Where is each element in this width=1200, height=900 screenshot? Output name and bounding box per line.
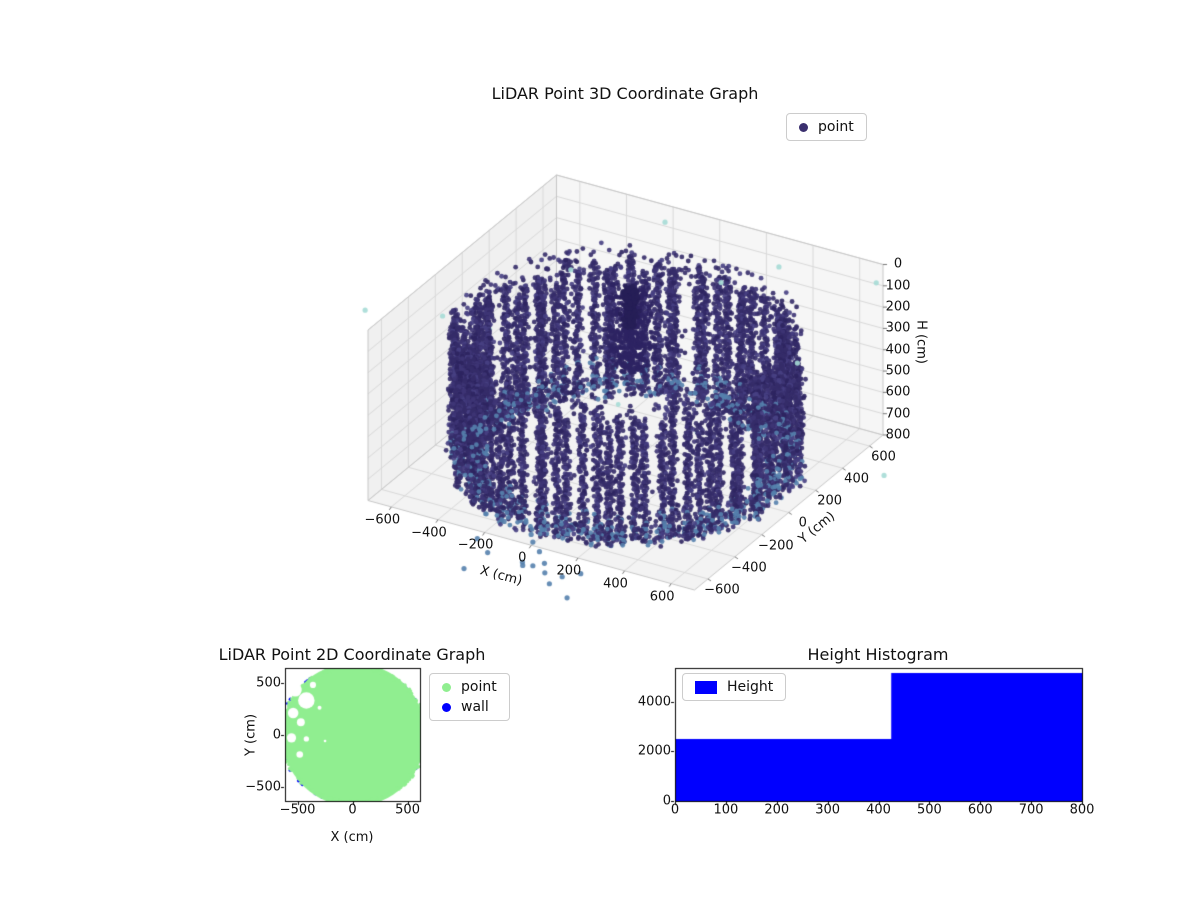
- x-tick-label: 0: [670, 802, 680, 818]
- x-tick-label-3d: 400: [603, 576, 628, 592]
- h-tick-label-3d: 500: [885, 363, 911, 379]
- h-tick-label-3d: 400: [885, 342, 911, 358]
- y-tick-label: 0: [662, 793, 671, 809]
- y-tick-label-3d: 200: [817, 493, 843, 509]
- x-tick-label-3d: −400: [411, 525, 447, 541]
- x-tick-label-3d: 600: [649, 589, 675, 605]
- plot2d-legend: point wall: [429, 673, 510, 721]
- legend-item-point: point: [442, 679, 497, 695]
- x-tick-label-3d: 0: [518, 550, 527, 566]
- h-tick-label-3d: 600: [885, 384, 911, 400]
- legend-item-Height: Height: [695, 679, 773, 695]
- y-tick-label-3d: 600: [871, 449, 896, 465]
- y-tick-label-3d: 400: [844, 471, 870, 487]
- plot2d-title: LiDAR Point 2D Coordinate Graph: [218, 645, 486, 664]
- y-tick-label-3d: −600: [704, 582, 740, 598]
- legend-label: point: [461, 679, 497, 695]
- legend-label: point: [818, 119, 854, 135]
- x-tick-label: −500: [279, 802, 316, 818]
- legend-item-wall: wall: [442, 699, 497, 715]
- x-tick-label-3d: −200: [457, 537, 494, 553]
- legend-marker-point: [799, 122, 808, 132]
- plot3d-legend: point: [786, 113, 867, 141]
- x-tick-label: 700: [1018, 802, 1044, 818]
- legend-label: wall: [461, 699, 489, 715]
- y-tick-label: 500: [256, 675, 281, 691]
- y-tick-label-3d: 0: [798, 515, 807, 531]
- h-tick-label-3d: 200: [885, 299, 911, 315]
- x-tick-label: 200: [764, 802, 790, 818]
- x-tick-label: 500: [916, 802, 942, 818]
- scatter2d-canvas: [270, 660, 430, 810]
- legend-item-point: point: [799, 119, 854, 135]
- legend-swatch-Height: [695, 680, 717, 694]
- x-tick-label: 300: [815, 802, 841, 818]
- plot3d-zaxis-label: H (cm): [913, 320, 929, 364]
- plot2d-yaxis-label: Y (cm): [243, 713, 259, 757]
- h-tick-label-3d: 0: [893, 256, 903, 272]
- y-tick-label: 4000: [637, 694, 671, 710]
- histogram-title: Height Histogram: [807, 645, 949, 664]
- x-tick-label: 500: [395, 802, 420, 818]
- scatter3d-canvas: [320, 140, 940, 660]
- x-tick-label: 400: [866, 802, 891, 818]
- h-tick-label-3d: 100: [885, 278, 911, 294]
- h-tick-label-3d: 700: [885, 406, 911, 422]
- plot2d-xaxis-label: X (cm): [330, 830, 374, 845]
- legend-marker-wall: [442, 702, 451, 712]
- h-tick-label-3d: 800: [885, 427, 911, 443]
- y-tick-label-3d: −400: [731, 560, 767, 576]
- x-tick-label: 600: [967, 802, 993, 818]
- x-tick-label: 800: [1069, 802, 1095, 818]
- x-tick-label-3d: −600: [364, 512, 401, 528]
- y-tick-label-3d: −200: [757, 538, 794, 554]
- legend-label: Height: [727, 679, 774, 695]
- y-tick-label: 0: [272, 727, 281, 743]
- y-tick-label: 2000: [637, 743, 671, 759]
- y-tick-label: −500: [245, 779, 281, 795]
- x-tick-label-3d: 200: [556, 563, 582, 579]
- h-tick-label-3d: 300: [885, 320, 911, 336]
- x-tick-label: 100: [713, 802, 739, 818]
- plot3d-title: LiDAR Point 3D Coordinate Graph: [491, 84, 759, 103]
- x-tick-label: 0: [348, 802, 357, 818]
- histogram-legend: Height: [682, 673, 787, 701]
- legend-marker-point: [442, 682, 451, 692]
